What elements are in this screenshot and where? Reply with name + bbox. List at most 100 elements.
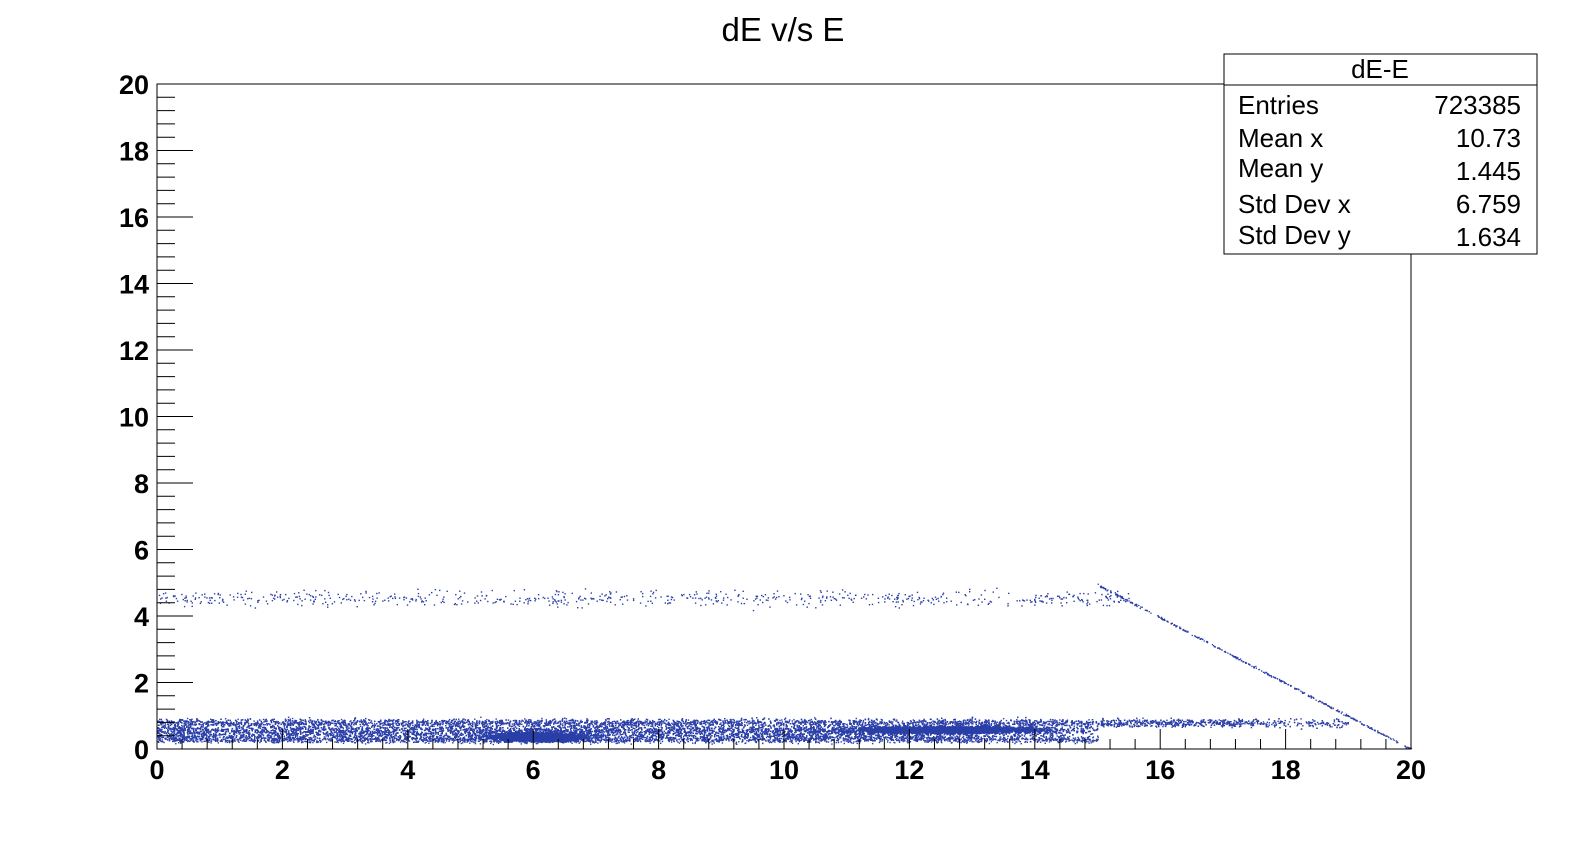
scatter-point xyxy=(963,719,965,721)
scatter-point xyxy=(189,719,191,721)
scatter-point xyxy=(468,721,470,723)
chart-title: dE v/s E xyxy=(722,11,845,48)
scatter-point xyxy=(333,721,335,723)
scatter-point xyxy=(190,725,192,728)
scatter-point xyxy=(1016,719,1018,721)
scatter-point xyxy=(1246,722,1248,724)
scatter-point xyxy=(804,718,806,721)
scatter-point xyxy=(529,721,532,723)
scatter-point xyxy=(1237,721,1239,724)
scatter-point xyxy=(1115,722,1118,725)
scatter-point xyxy=(791,720,793,722)
scatter-point xyxy=(484,722,486,725)
scatter-point xyxy=(485,724,488,726)
scatter-point xyxy=(776,722,778,724)
scatter-point xyxy=(160,724,163,726)
scatter-point xyxy=(714,721,716,723)
scatter-point xyxy=(431,724,433,726)
scatter-point xyxy=(433,725,435,727)
scatter-point xyxy=(723,722,725,725)
scatter-point xyxy=(294,719,296,722)
scatter-point xyxy=(893,719,896,721)
scatter-point xyxy=(1240,721,1242,723)
scatter-point xyxy=(758,721,761,723)
scatter-point xyxy=(482,721,484,724)
scatter-point xyxy=(327,725,329,727)
scatter-point xyxy=(1155,726,1158,728)
scatter-point xyxy=(712,724,714,726)
scatter-point xyxy=(757,722,760,724)
scatter-point xyxy=(380,719,382,721)
scatter-point xyxy=(1296,725,1298,727)
scatter-point xyxy=(442,720,444,723)
scatter-point xyxy=(965,719,967,722)
scatter-point xyxy=(1145,725,1147,727)
scatter-point xyxy=(823,722,825,724)
scatter-point xyxy=(1077,723,1080,725)
scatter-point xyxy=(1236,722,1238,725)
scatter-point xyxy=(453,718,455,720)
scatter-point xyxy=(779,721,781,724)
scatter-point xyxy=(1313,720,1315,722)
scatter-point xyxy=(1038,721,1040,723)
scatter-point xyxy=(906,724,909,726)
scatter-point xyxy=(1006,722,1008,724)
scatter-point xyxy=(1095,721,1097,723)
scatter-point xyxy=(1105,723,1108,725)
scatter-point xyxy=(520,721,522,723)
scatter-point xyxy=(1137,725,1139,728)
scatter-point xyxy=(310,719,312,721)
scatter-point xyxy=(940,720,942,722)
scatter-point xyxy=(445,725,447,727)
scatter-point xyxy=(462,725,465,727)
scatter-point xyxy=(1198,722,1200,724)
scatter-point xyxy=(811,720,813,722)
scatter-point xyxy=(439,721,441,723)
scatter-point xyxy=(818,720,820,723)
scatter-point xyxy=(651,722,653,724)
scatter-point xyxy=(347,723,350,725)
scatter-point xyxy=(1171,722,1173,725)
scatter-point xyxy=(951,722,954,725)
scatter-point xyxy=(773,726,776,728)
scatter-point xyxy=(326,722,328,725)
scatter-point xyxy=(213,720,215,723)
scatter-point xyxy=(875,718,878,720)
scatter-point xyxy=(437,721,439,724)
scatter-point xyxy=(694,721,697,723)
scatter-point xyxy=(459,720,461,722)
scatter-point xyxy=(380,720,382,722)
scatter-point xyxy=(702,722,705,725)
scatter-point xyxy=(1346,722,1348,724)
scatter-point xyxy=(408,723,410,725)
scatter-point xyxy=(485,722,487,724)
scatter-point xyxy=(291,723,293,725)
scatter-point xyxy=(917,721,919,723)
scatter-point xyxy=(1017,720,1019,722)
scatter-point xyxy=(823,725,826,728)
scatter-point xyxy=(208,721,211,723)
scatter-point xyxy=(222,721,224,723)
scatter-point xyxy=(971,722,973,724)
scatter-point xyxy=(608,720,610,723)
scatter-point xyxy=(416,724,419,727)
scatter-point xyxy=(630,722,632,724)
scatter-point xyxy=(276,720,278,723)
scatter-point xyxy=(496,723,498,725)
scatter-point xyxy=(207,723,210,725)
scatter-point xyxy=(524,720,527,722)
scatter-point xyxy=(946,721,949,723)
scatter-point xyxy=(734,724,737,726)
scatter-point xyxy=(175,722,177,724)
scatter-point xyxy=(1295,718,1298,721)
scatter-point xyxy=(1016,722,1018,724)
scatter-point xyxy=(348,723,350,725)
scatter-point xyxy=(330,722,332,725)
scatter-point xyxy=(844,723,846,725)
scatter-point xyxy=(300,719,303,721)
scatter-point xyxy=(992,720,995,722)
scatter-point xyxy=(1134,719,1136,722)
scatter-point xyxy=(1280,720,1282,722)
scatter-point xyxy=(356,721,358,723)
scatter-point xyxy=(382,724,384,727)
